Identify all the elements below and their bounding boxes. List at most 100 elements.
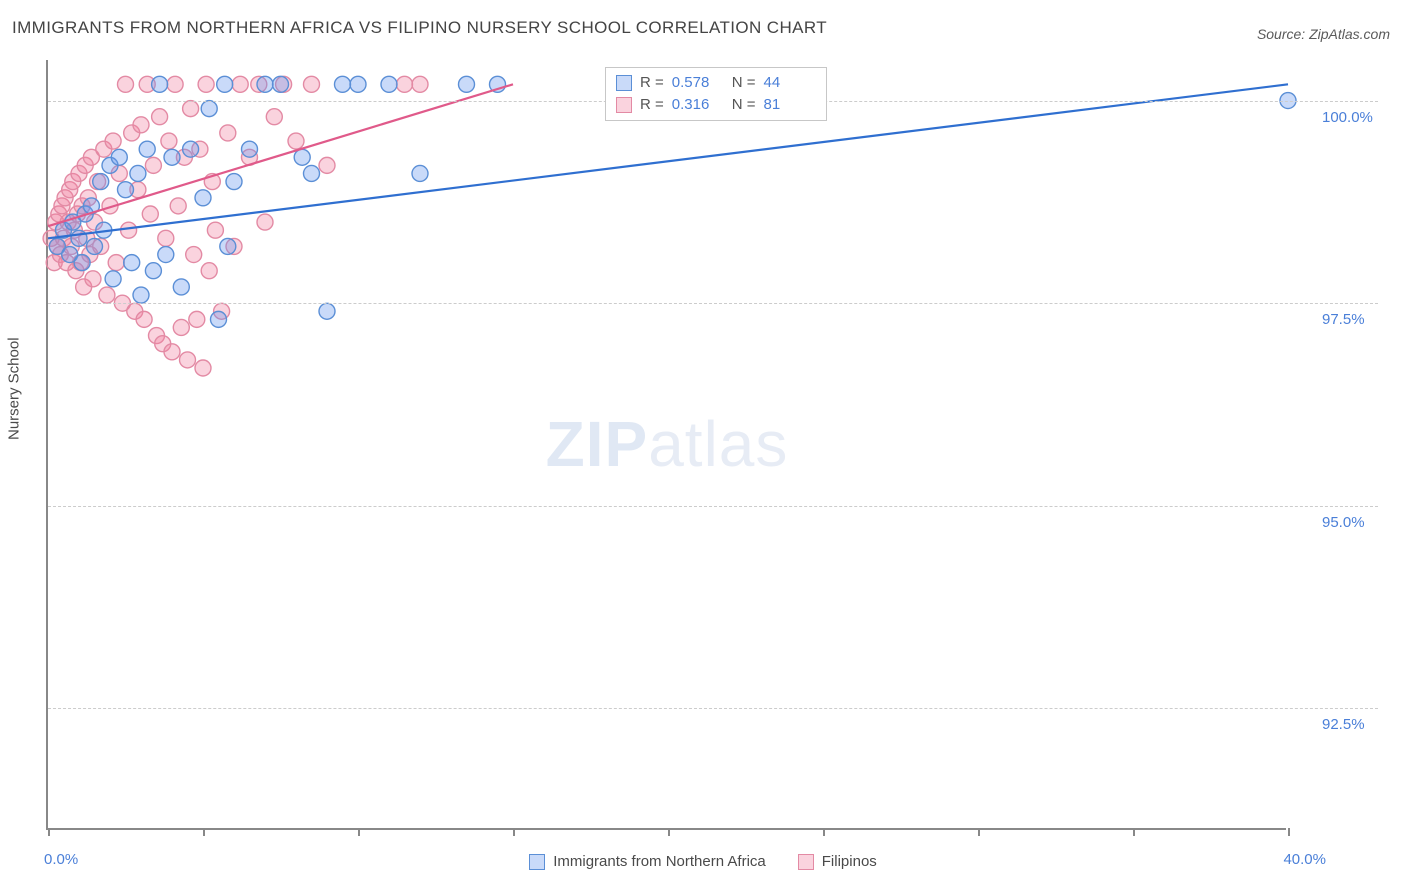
data-point (220, 238, 236, 254)
data-point (273, 76, 289, 92)
data-point (198, 76, 214, 92)
data-point (158, 247, 174, 263)
gridline (48, 303, 1378, 304)
data-point (99, 287, 115, 303)
xtick (978, 828, 980, 836)
n-value-blue: 44 (764, 72, 816, 94)
data-point (124, 255, 140, 271)
data-point (189, 311, 205, 327)
swatch-pink-icon (798, 854, 814, 870)
data-point (201, 101, 217, 117)
data-point (195, 190, 211, 206)
legend-label-pink: Filipinos (822, 853, 877, 870)
data-point (139, 141, 155, 157)
xtick (1133, 828, 1135, 836)
scatter-svg (48, 60, 1286, 828)
r-label: R = (640, 94, 664, 116)
data-point (288, 133, 304, 149)
stats-row-pink: R = 0.316 N = 81 (616, 94, 816, 116)
ytick-label: 97.5% (1322, 311, 1365, 328)
data-point (173, 279, 189, 295)
xtick (668, 828, 670, 836)
stats-row-blue: R = 0.578 N = 44 (616, 72, 816, 94)
data-point (180, 352, 196, 368)
xtick (513, 828, 515, 836)
data-point (266, 109, 282, 125)
r-value-pink: 0.316 (672, 94, 724, 116)
data-point (170, 198, 186, 214)
data-point (118, 76, 134, 92)
data-point (459, 76, 475, 92)
y-axis-label: Nursery School (6, 337, 23, 440)
data-point (152, 76, 168, 92)
r-label: R = (640, 72, 664, 94)
gridline (48, 506, 1378, 507)
data-point (257, 76, 273, 92)
n-value-pink: 81 (764, 94, 816, 116)
data-point (350, 76, 366, 92)
data-point (397, 76, 413, 92)
xtick (358, 828, 360, 836)
swatch-blue-icon (616, 75, 632, 91)
xtick (1288, 828, 1290, 836)
data-point (87, 238, 103, 254)
chart-title: IMMIGRANTS FROM NORTHERN AFRICA VS FILIP… (12, 18, 827, 38)
data-point (161, 133, 177, 149)
legend-item-blue: Immigrants from Northern Africa (529, 853, 766, 870)
stats-legend-box: R = 0.578 N = 44 R = 0.316 N = 81 (605, 67, 827, 121)
data-point (108, 255, 124, 271)
data-point (121, 222, 137, 238)
source-attribution: Source: ZipAtlas.com (1257, 26, 1390, 42)
ytick-label: 100.0% (1322, 109, 1373, 126)
data-point (133, 287, 149, 303)
data-point (118, 182, 134, 198)
swatch-blue-icon (529, 854, 545, 870)
gridline (48, 708, 1378, 709)
data-point (93, 174, 109, 190)
data-point (412, 165, 428, 181)
data-point (105, 271, 121, 287)
ytick-label: 92.5% (1322, 716, 1365, 733)
n-label: N = (732, 94, 756, 116)
data-point (242, 141, 258, 157)
data-point (207, 222, 223, 238)
xtick (48, 828, 50, 836)
data-point (142, 206, 158, 222)
data-point (412, 76, 428, 92)
data-point (133, 117, 149, 133)
data-point (220, 125, 236, 141)
data-point (201, 263, 217, 279)
data-point (85, 271, 101, 287)
data-point (164, 149, 180, 165)
xtick (823, 828, 825, 836)
bottom-legend: Immigrants from Northern Africa Filipino… (0, 853, 1406, 870)
xtick (203, 828, 205, 836)
data-point (136, 311, 152, 327)
data-point (294, 149, 310, 165)
data-point (145, 157, 161, 173)
n-label: N = (732, 72, 756, 94)
data-point (158, 230, 174, 246)
source-name: ZipAtlas.com (1309, 26, 1390, 42)
data-point (304, 76, 320, 92)
data-point (232, 76, 248, 92)
data-point (217, 76, 233, 92)
data-point (111, 149, 127, 165)
data-point (164, 344, 180, 360)
data-point (167, 76, 183, 92)
data-point (335, 76, 351, 92)
data-point (211, 311, 227, 327)
data-point (183, 141, 199, 157)
data-point (130, 165, 146, 181)
source-label: Source: (1257, 26, 1305, 42)
data-point (257, 214, 273, 230)
ytick-label: 95.0% (1322, 514, 1365, 531)
legend-label-blue: Immigrants from Northern Africa (553, 853, 766, 870)
data-point (195, 360, 211, 376)
legend-item-pink: Filipinos (798, 853, 877, 870)
data-point (173, 319, 189, 335)
data-point (381, 76, 397, 92)
data-point (74, 255, 90, 271)
data-point (105, 133, 121, 149)
plot-area: ZIPatlas (46, 60, 1286, 830)
